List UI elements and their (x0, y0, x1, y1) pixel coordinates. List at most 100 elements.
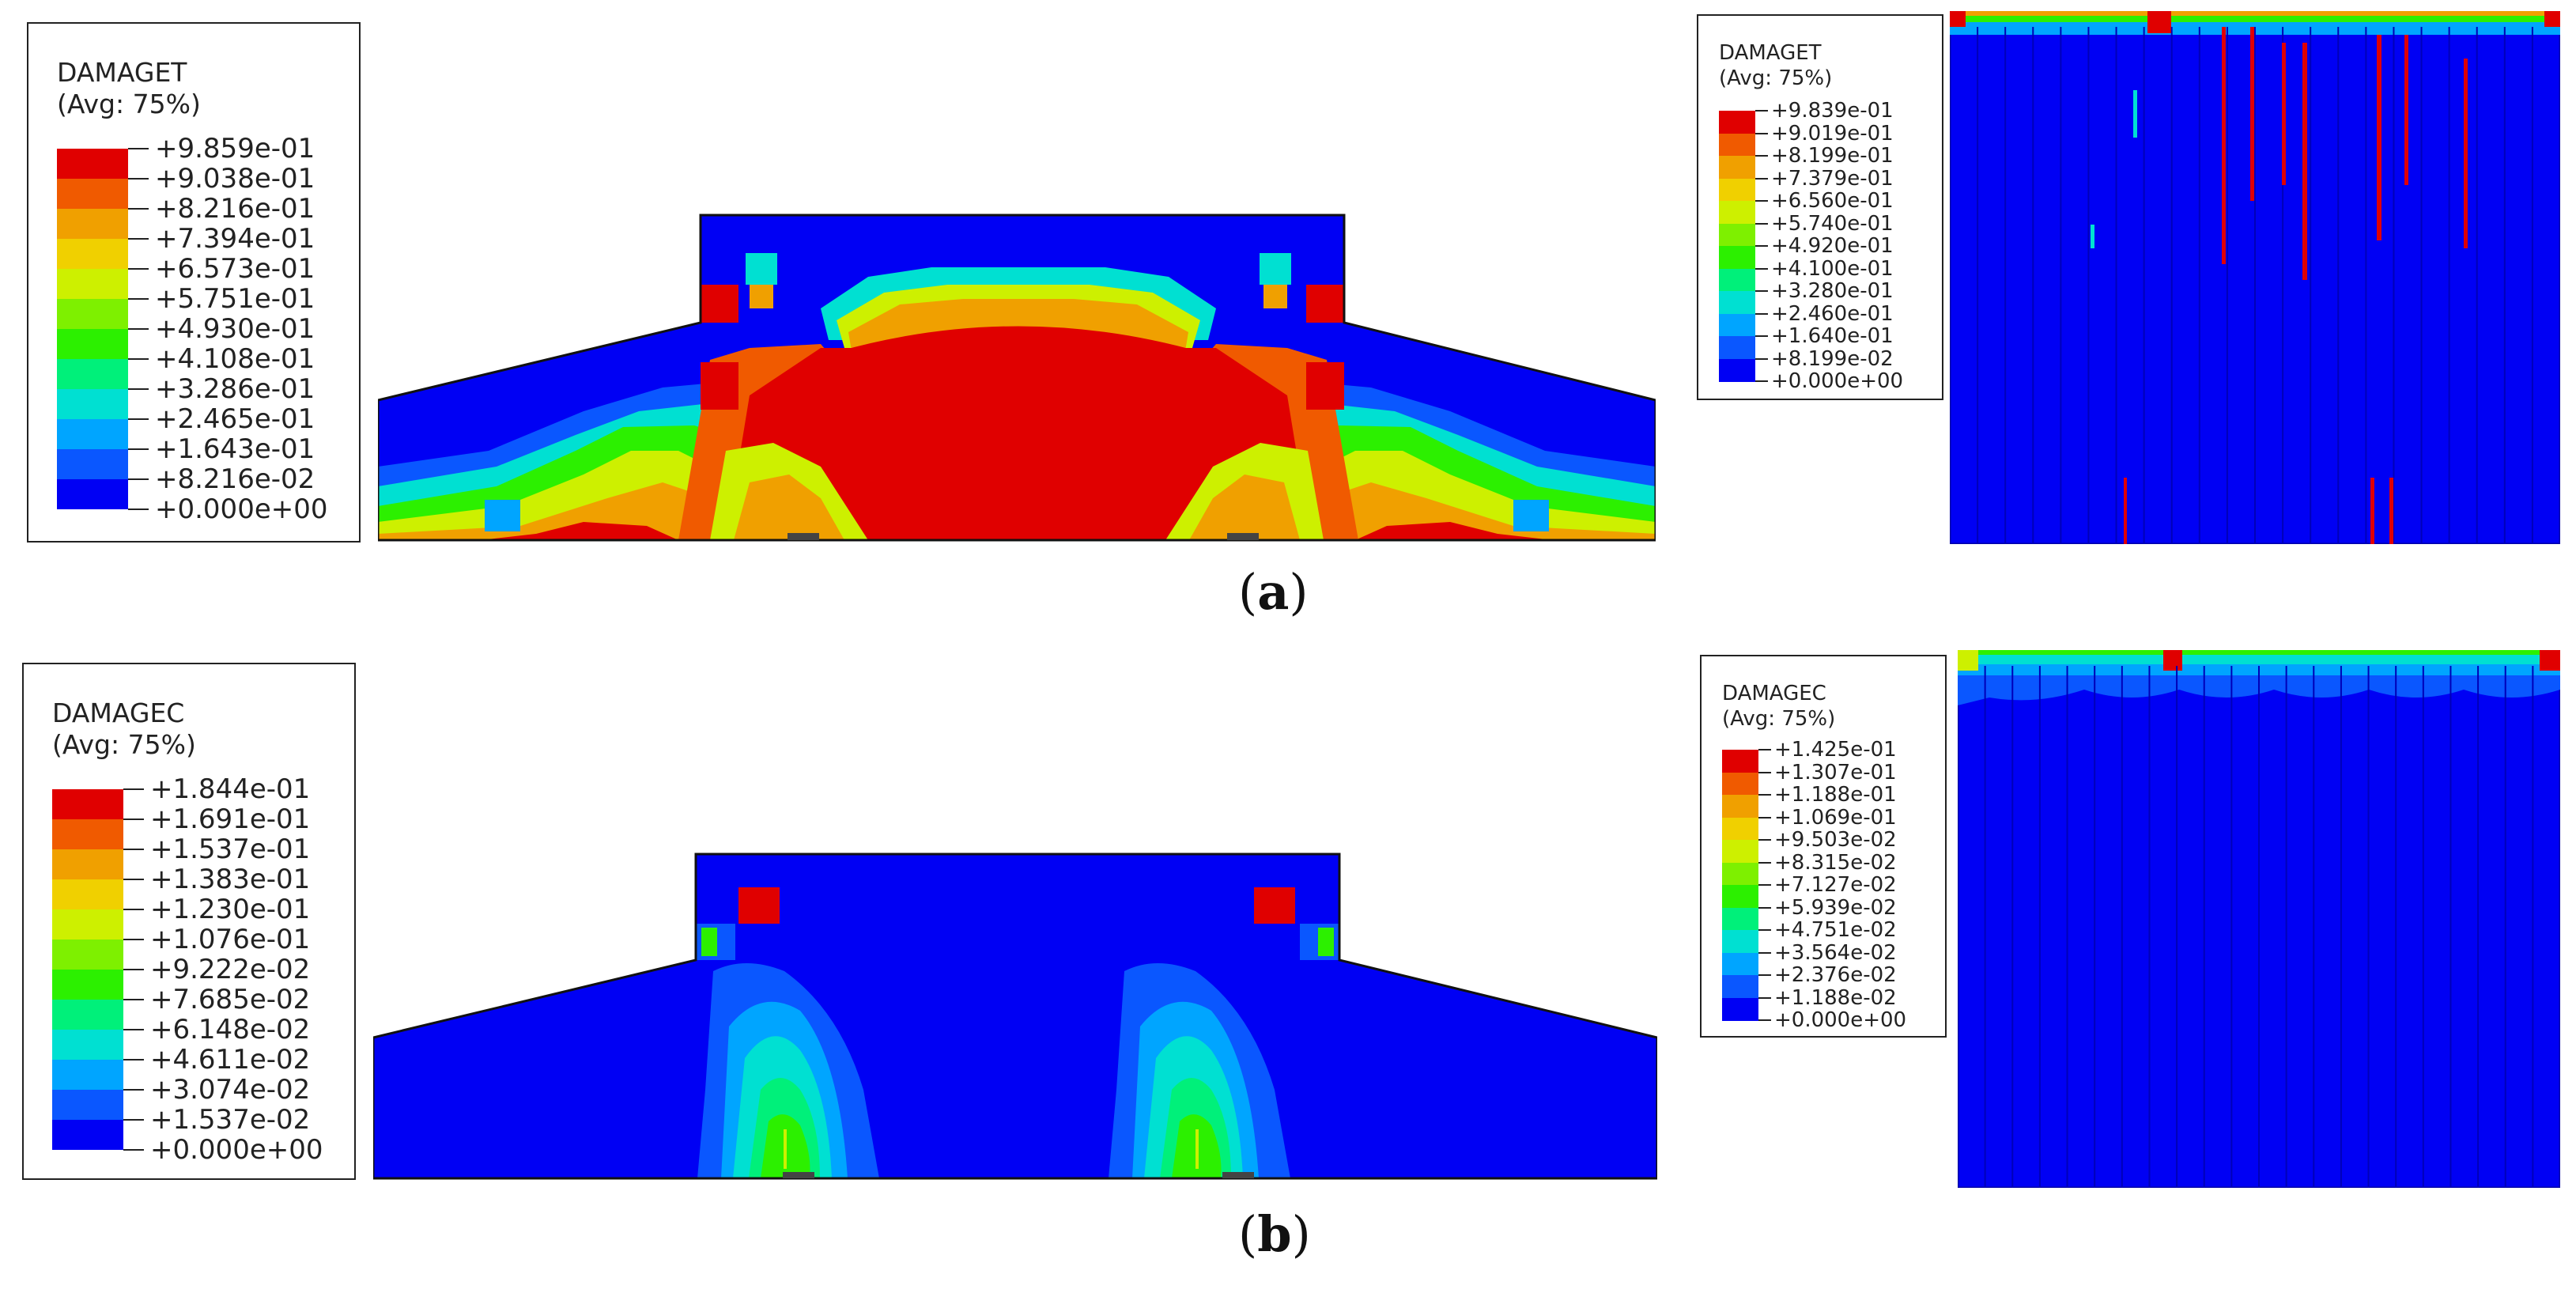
legend-swatch (57, 239, 128, 269)
legend-tick (1755, 200, 1768, 202)
legend-tick (128, 358, 149, 360)
legend-value-label: +1.188e-01 (1774, 783, 1897, 807)
legend-tick (1755, 357, 1768, 360)
legend-value-label: +1.640e-01 (1771, 324, 1894, 348)
legend-value-label: +1.188e-02 (1774, 985, 1897, 1010)
legend-tick (1758, 749, 1771, 750)
legend-value-label: +9.038e-01 (155, 163, 315, 195)
legend-tick (123, 849, 144, 850)
legend-value-label: +4.930e-01 (155, 313, 315, 345)
legend-tick (1758, 906, 1771, 909)
column-tension-svg (1948, 9, 2562, 546)
legend-subtitle: (Avg: 75%) (52, 729, 196, 760)
legend-value-label: +4.751e-02 (1774, 918, 1897, 942)
legend-swatch (52, 1000, 123, 1030)
legend-value-label: +9.859e-01 (155, 133, 315, 164)
legend-tick (128, 418, 149, 420)
legend-swatch (1722, 997, 1758, 1021)
legend-title: DAMAGEC (52, 698, 185, 728)
legend-value-label: +1.537e-02 (150, 1104, 311, 1136)
legend-value-label: +6.573e-01 (155, 253, 315, 285)
legend-tick (1758, 996, 1771, 999)
legend-value-label: +1.425e-01 (1774, 738, 1897, 762)
legend-tick (1758, 816, 1771, 819)
legend-value-label: +8.216e-01 (155, 193, 315, 225)
compression-damage-section-svg (372, 853, 1659, 1180)
legend-tick (1755, 312, 1768, 315)
legend-tick (1755, 155, 1768, 157)
legend-value-label: +0.000e+00 (1771, 369, 1904, 393)
legend-tick (123, 1149, 144, 1151)
legend-swatch (52, 879, 123, 909)
legend-tick (1755, 267, 1768, 270)
legend-subtitle: (Avg: 75%) (1719, 66, 1833, 90)
caption-a-letter: a (1257, 563, 1290, 621)
legend-swatch (57, 479, 128, 509)
legend-swatch (52, 1060, 123, 1090)
legend-tick (123, 969, 144, 970)
legend-swatch (1722, 840, 1758, 863)
legend-swatch (57, 299, 128, 329)
legend-swatch (52, 819, 123, 849)
legend-tick (1758, 1019, 1771, 1021)
legend-swatch (57, 269, 128, 299)
legend-tick (1755, 290, 1768, 292)
legend-damagec-right: DAMAGEC (Avg: 75%) +1.425e-01 +1.307e-01 +… (1700, 655, 1947, 1038)
legend-tick (123, 1089, 144, 1091)
legend-damaget-left: DAMAGET (Avg: 75%) +9.859e-01 +9.038e-01 +… (27, 22, 361, 543)
legend-swatch (1722, 772, 1758, 796)
column-compression-svg (1956, 648, 2562, 1189)
legend-tick (123, 1059, 144, 1060)
legend-swatch (1722, 930, 1758, 953)
legend-value-label: +6.560e-01 (1771, 189, 1894, 213)
legend-value-label: +1.230e-01 (150, 894, 311, 925)
legend-tick (123, 819, 144, 820)
legend-value-label: +7.394e-01 (155, 223, 315, 255)
legend-swatch (1722, 795, 1758, 818)
legend-damaget-right: DAMAGET (Avg: 75%) +9.839e-01 +9.019e-01 +… (1697, 14, 1943, 400)
legend-value-label: +6.148e-02 (150, 1014, 311, 1045)
legend-tick (123, 939, 144, 940)
legend-value-label: +4.920e-01 (1771, 234, 1894, 258)
legend-tick (1758, 839, 1771, 841)
legend-value-label: +1.691e-01 (150, 803, 311, 835)
legend-value-label: +9.839e-01 (1771, 99, 1894, 123)
legend-swatch (1719, 201, 1755, 224)
column-lines (1984, 666, 2534, 1188)
legend-value-label: +8.199e-01 (1771, 144, 1894, 168)
legend-value-label: +9.019e-01 (1771, 121, 1894, 146)
legend-tick (1758, 951, 1771, 954)
legend-value-label: +7.379e-01 (1771, 166, 1894, 191)
legend-swatch (57, 389, 128, 419)
caption-b: (b) (1238, 1205, 1311, 1263)
legend-tick (128, 208, 149, 210)
legend-value-label: +0.000e+00 (1774, 1008, 1907, 1032)
legend-value-label: +7.127e-02 (1774, 873, 1897, 897)
legend-value-label: +2.465e-01 (155, 403, 315, 435)
legend-tick (1758, 861, 1771, 864)
legend-swatch (1719, 336, 1755, 359)
legend-value-label: +4.100e-01 (1771, 256, 1894, 281)
legend-title: DAMAGEC (1722, 682, 1826, 705)
legend-value-label: +8.216e-02 (155, 463, 315, 495)
legend-swatch (52, 849, 123, 879)
legend-value-label: +1.076e-01 (150, 924, 311, 955)
legend-swatch (1722, 885, 1758, 908)
legend-swatch (57, 179, 128, 209)
legend-tick (128, 238, 149, 240)
legend-tick (1755, 222, 1768, 225)
legend-swatch (57, 419, 128, 449)
legend-tick (128, 268, 149, 270)
legend-value-label: +9.222e-02 (150, 954, 311, 985)
legend-value-label: +0.000e+00 (155, 493, 328, 525)
caption-a: (a) (1238, 563, 1309, 621)
legend-value-label: +1.307e-01 (1774, 760, 1897, 784)
contour-plot-compression-section (372, 853, 1659, 1183)
legend-swatch (1719, 246, 1755, 269)
legend-swatch (1722, 975, 1758, 998)
legend-swatch (1722, 907, 1758, 931)
legend-swatch (1722, 750, 1758, 773)
legend-tick (123, 999, 144, 1000)
legend-value-label: +3.280e-01 (1771, 279, 1894, 303)
legend-tick (128, 509, 149, 510)
